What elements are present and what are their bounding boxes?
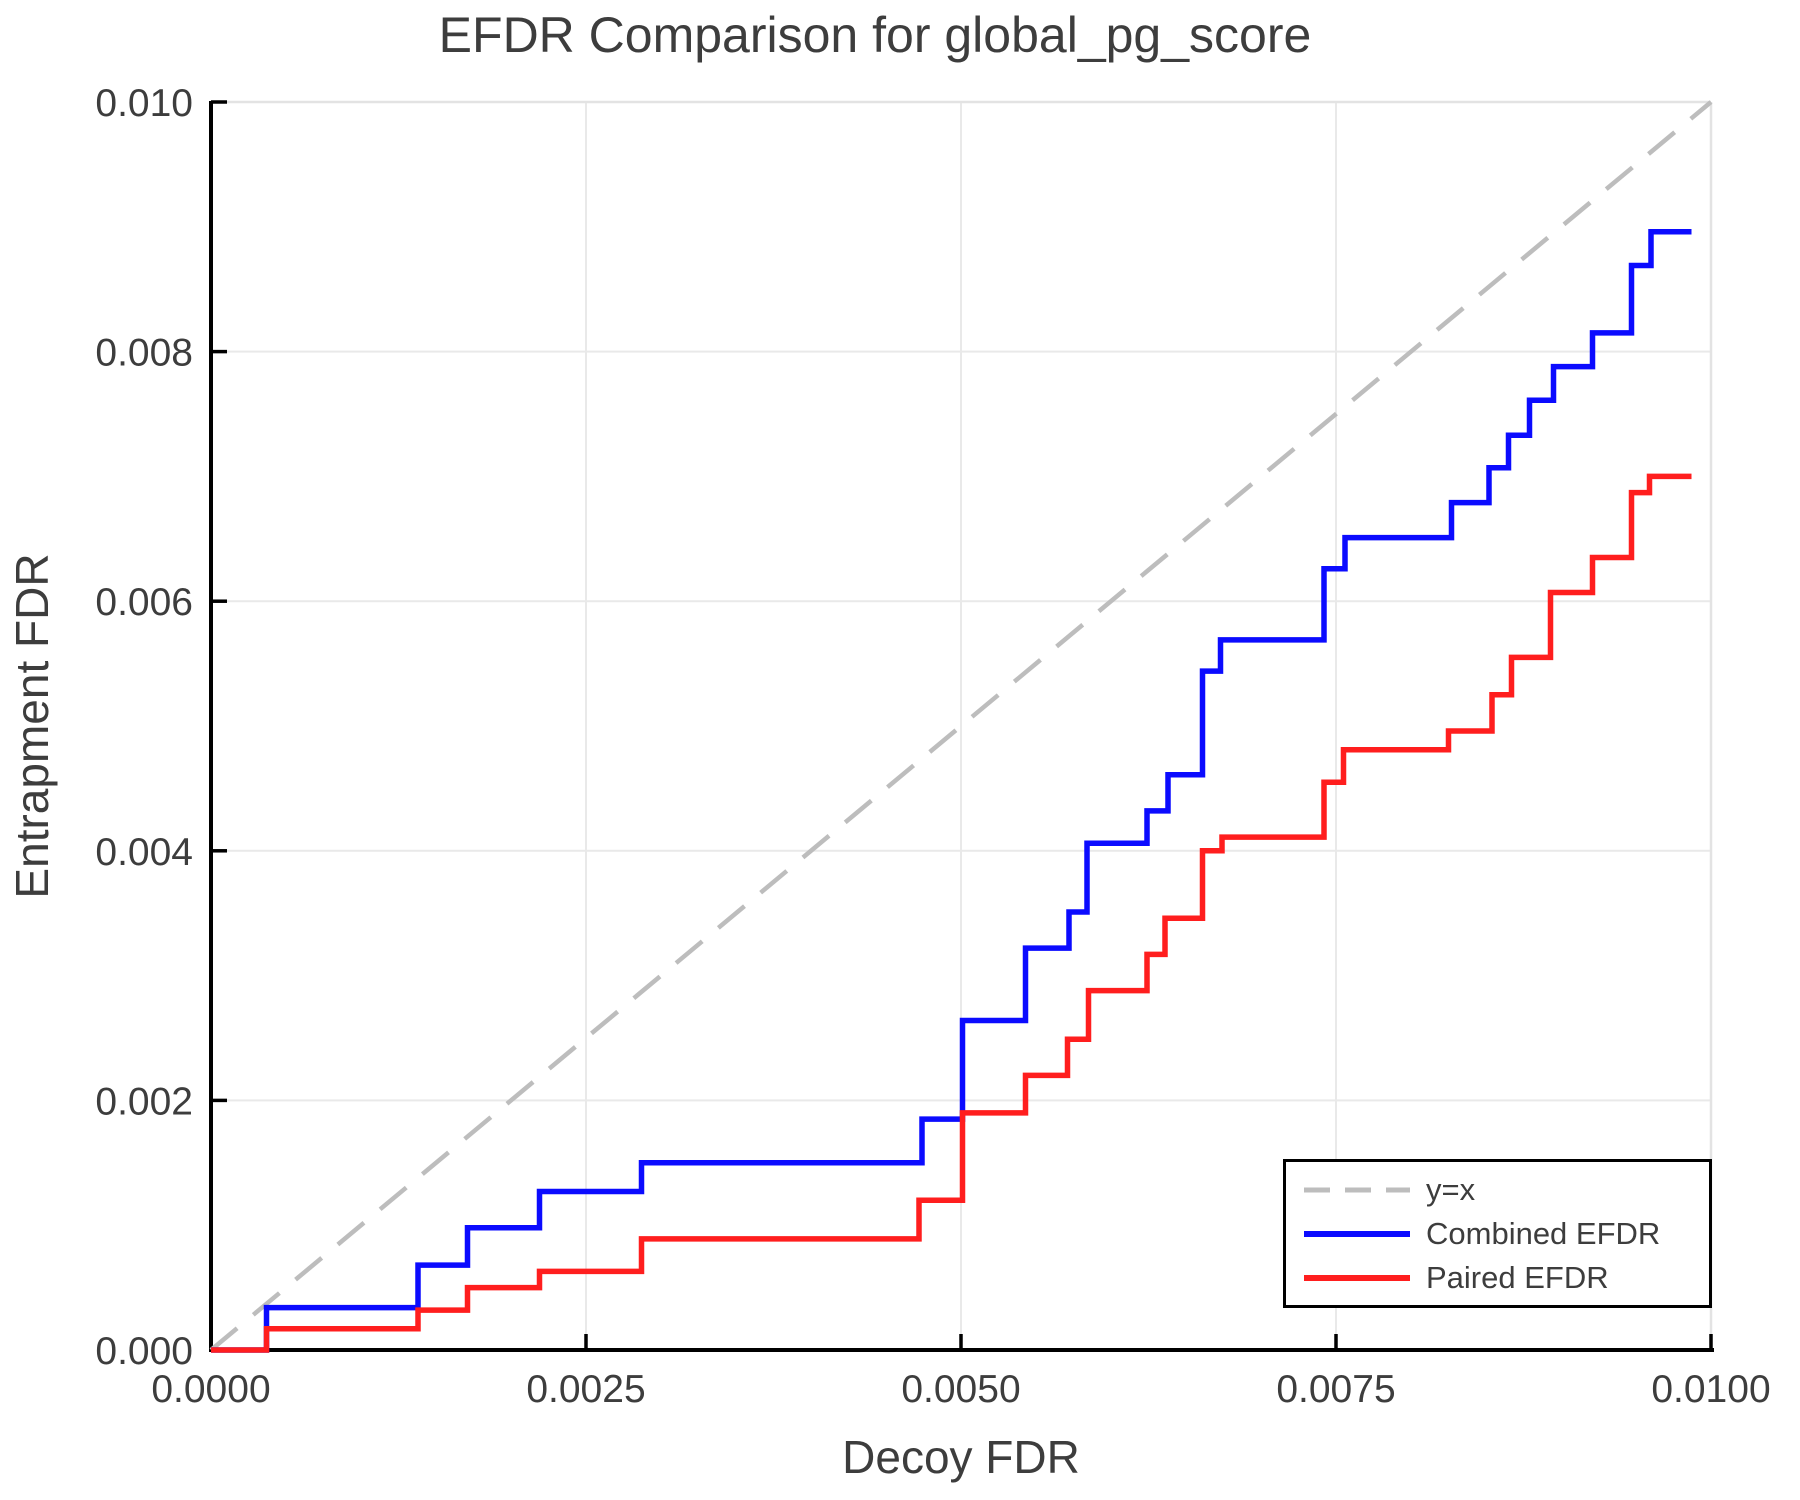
y-tick-label: 0.002 bbox=[95, 1080, 193, 1123]
y-tick-label: 0.010 bbox=[95, 82, 193, 125]
legend-label: y=x bbox=[1426, 1172, 1476, 1207]
y-tick-label: 0.008 bbox=[95, 332, 193, 375]
tick-labels: 0.0000 0.0025 0.0050 0.0075 0.0100 0.000 0.002… bbox=[95, 82, 1770, 1411]
y-tick-label: 0.000 bbox=[95, 1330, 193, 1373]
series-step-lines bbox=[211, 229, 1692, 1353]
x-tick-label: 0.0075 bbox=[1276, 1368, 1395, 1411]
legend-label: Paired EFDR bbox=[1426, 1260, 1609, 1295]
y-equals-x-line bbox=[209, 100, 1713, 1352]
x-tick-label: 0.0050 bbox=[901, 1368, 1020, 1411]
legend-item-y-equals-x: y=x bbox=[1302, 1171, 1709, 1209]
legend-blue-line-swatch bbox=[1304, 1230, 1410, 1237]
legend-label: Combined EFDR bbox=[1426, 1216, 1661, 1251]
x-tick-label: 0.0025 bbox=[526, 1368, 645, 1411]
legend-item-paired-efdr: Paired EFDR bbox=[1302, 1259, 1709, 1297]
y-tick-label: 0.006 bbox=[95, 581, 193, 624]
x-tick-label: 0.0000 bbox=[151, 1368, 270, 1411]
x-axis-label: Decoy FDR bbox=[842, 1431, 1080, 1483]
legend: y=x Combined EFDR Paired EFDR bbox=[1283, 1159, 1712, 1308]
series-line-combined-efdr bbox=[211, 229, 1692, 1353]
legend-dashed-line-swatch bbox=[1304, 1187, 1410, 1192]
x-tick-label: 0.0100 bbox=[1651, 1368, 1770, 1411]
y-tick-label: 0.004 bbox=[95, 831, 193, 874]
legend-item-combined-efdr: Combined EFDR bbox=[1302, 1215, 1709, 1253]
series-line-paired-efdr bbox=[211, 473, 1692, 1353]
legend-red-line-swatch bbox=[1304, 1274, 1410, 1281]
chart-title: EFDR Comparison for global_pg_score bbox=[438, 7, 1312, 63]
y-equals-x-reference-line bbox=[209, 100, 1713, 1352]
